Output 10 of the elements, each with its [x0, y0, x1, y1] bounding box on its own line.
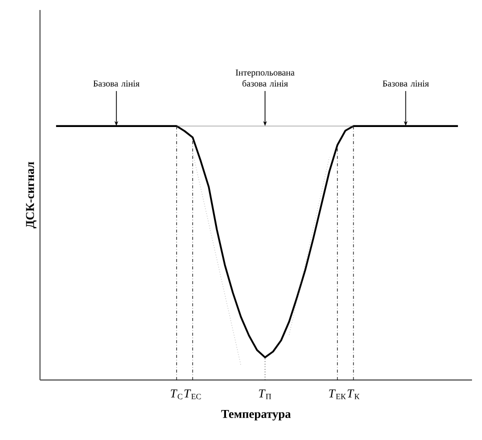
x-tick-label: T$_{ЕК}$	[329, 390, 346, 400]
x-axis-title: Температура	[221, 410, 291, 420]
x-tick-label: T$_{С}$	[170, 390, 182, 400]
x-tick-label: T$_{К}$	[348, 390, 360, 400]
text: Інтерпольована базова лінія	[236, 70, 295, 87]
text: Базова лінія	[382, 80, 429, 87]
text: Базова лінія	[93, 80, 140, 87]
y-axis-title: ДСК-сигнал	[26, 162, 36, 228]
x-tick-label: T$_{ЕС}$	[184, 390, 201, 400]
x-tick-label: T$_{П}$	[259, 390, 272, 400]
